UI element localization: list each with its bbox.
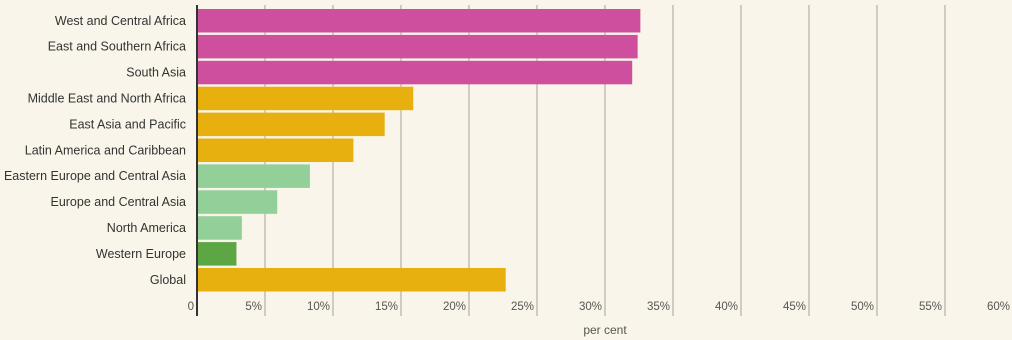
category-label: Middle East and North Africa — [28, 91, 186, 105]
x-tick-label: 15% — [375, 301, 398, 313]
category-label: Latin America and Caribbean — [25, 143, 186, 157]
bar — [197, 138, 354, 162]
bar — [197, 86, 414, 111]
category-label: East and Southern Africa — [48, 40, 186, 54]
bars — [197, 9, 641, 292]
bar — [197, 268, 506, 292]
category-label: Global — [150, 273, 186, 287]
x-tick-label: 35% — [647, 301, 670, 313]
category-label: North America — [107, 221, 186, 235]
category-label: Europe and Central Asia — [50, 195, 186, 209]
x-tick-label: 30% — [579, 301, 602, 313]
bar — [197, 34, 638, 59]
bar — [197, 216, 242, 240]
category-label: South Asia — [126, 66, 186, 80]
bar — [197, 190, 278, 214]
bar — [197, 60, 633, 85]
x-tick-label: 50% — [851, 301, 874, 313]
x-tick-label: 10% — [307, 301, 330, 313]
x-tick-label: 55% — [919, 301, 942, 313]
x-tick-labels: 0 5% 10% 15% 20% 25% 30% 35% 40% 45% 50% 55% 60% — [188, 301, 1010, 313]
x-tick-label: 0 — [188, 301, 194, 313]
x-tick-label: 25% — [511, 301, 534, 313]
x-tick-label: 40% — [715, 301, 738, 313]
category-label: West and Central Africa — [55, 14, 186, 28]
x-tick-label: 5% — [245, 301, 262, 313]
x-axis-title: per cent — [583, 323, 627, 337]
category-label: Eastern Europe and Central Asia — [4, 169, 186, 183]
bar — [197, 9, 641, 33]
x-tick-label: 45% — [783, 301, 806, 313]
x-tick-label: 20% — [443, 301, 466, 313]
category-label: Western Europe — [96, 247, 186, 261]
bar — [197, 164, 310, 188]
bar — [197, 242, 237, 266]
x-tick-label: 60% — [987, 301, 1010, 313]
category-labels: West and Central Africa East and Southern… — [4, 14, 186, 287]
category-label: East Asia and Pacific — [69, 117, 186, 131]
bar — [197, 112, 385, 137]
